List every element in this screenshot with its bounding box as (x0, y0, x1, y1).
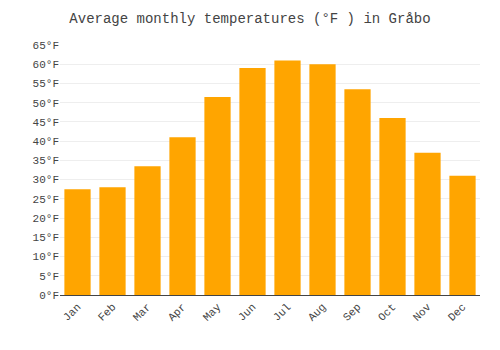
svg-text:10°F: 10°F (33, 251, 59, 263)
svg-text:35°F: 35°F (33, 155, 59, 167)
svg-text:Aug: Aug (306, 301, 328, 323)
svg-text:25°F: 25°F (33, 194, 59, 206)
svg-text:Oct: Oct (376, 301, 398, 323)
svg-text:Nov: Nov (411, 301, 434, 324)
svg-text:55°F: 55°F (33, 78, 59, 90)
svg-text:0°F: 0°F (39, 290, 59, 302)
svg-text:Mar: Mar (131, 301, 153, 323)
svg-text:Jul: Jul (271, 301, 293, 323)
svg-text:Average monthly temperatures (: Average monthly temperatures (°F ) in Gr… (69, 11, 430, 27)
svg-text:Sep: Sep (341, 301, 363, 323)
svg-text:40°F: 40°F (33, 136, 59, 148)
svg-text:Dec: Dec (446, 301, 468, 323)
svg-text:Jun: Jun (236, 301, 258, 323)
svg-text:Apr: Apr (166, 301, 188, 323)
svg-text:Jan: Jan (61, 301, 83, 323)
svg-text:65°F: 65°F (33, 40, 59, 52)
svg-text:5°F: 5°F (39, 271, 59, 283)
svg-text:20°F: 20°F (33, 213, 59, 225)
svg-text:60°F: 60°F (33, 59, 59, 71)
svg-text:15°F: 15°F (33, 232, 59, 244)
svg-text:May: May (201, 301, 224, 324)
svg-text:50°F: 50°F (33, 98, 59, 110)
svg-text:Feb: Feb (96, 301, 118, 323)
svg-text:45°F: 45°F (33, 117, 59, 129)
svg-text:30°F: 30°F (33, 174, 59, 186)
